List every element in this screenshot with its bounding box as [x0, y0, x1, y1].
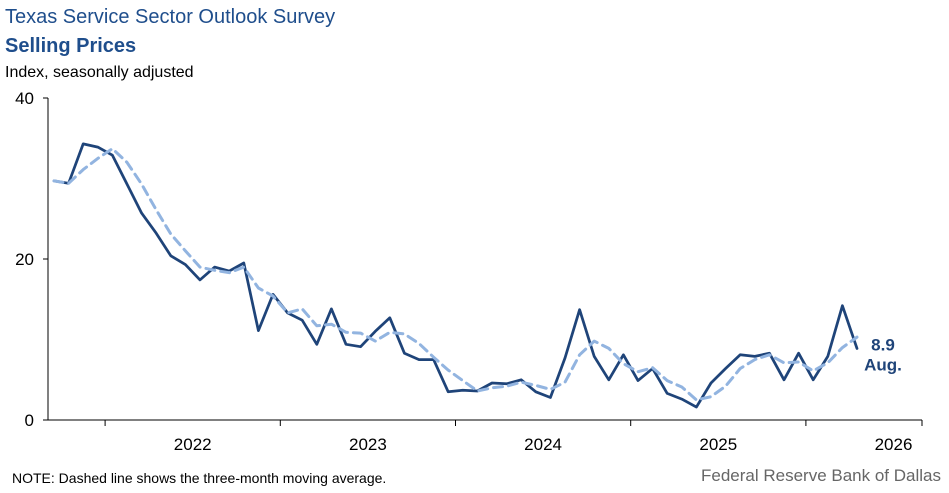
x-tick-label: 2023: [349, 435, 387, 454]
annotation-label: Aug.: [864, 355, 902, 374]
x-tick-label: 2025: [699, 435, 737, 454]
y-tick-label: 0: [25, 411, 34, 430]
x-tick-label: 2022: [174, 435, 212, 454]
moving-average-line: [52, 147, 859, 402]
y-axis-label: Index, seasonally adjusted: [5, 64, 194, 81]
x-tick-label: 2024: [524, 435, 562, 454]
annotation-value: 8.9: [871, 335, 895, 354]
chart-title: Texas Service Sector Outlook Survey: [5, 6, 336, 28]
chart-subtitle: Selling Prices: [5, 35, 137, 57]
x-tick-label: 2026: [875, 435, 913, 454]
chart-note: NOTE: Dashed line shows the three-month …: [12, 470, 387, 486]
y-tick-label: 40: [15, 89, 34, 108]
source-credit: Federal Reserve Bank of Dallas: [700, 466, 941, 485]
y-tick-label: 20: [15, 250, 34, 269]
selling-prices-line: [52, 142, 859, 409]
